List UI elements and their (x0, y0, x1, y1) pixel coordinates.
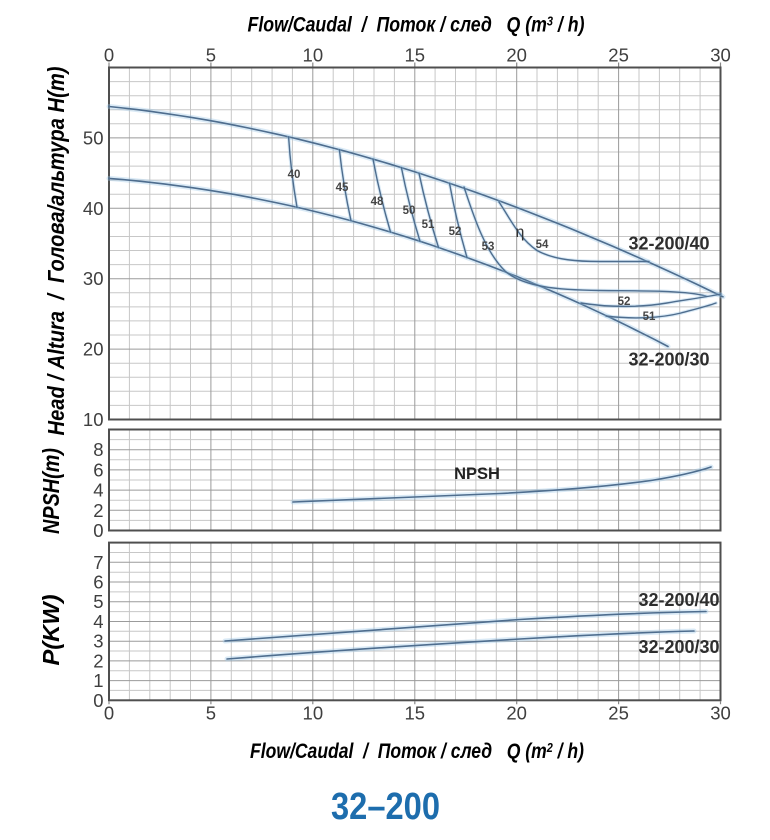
svg-text:25: 25 (608, 703, 629, 724)
svg-text:0: 0 (104, 703, 114, 724)
svg-text:2: 2 (93, 650, 103, 671)
svg-text:20: 20 (83, 339, 104, 360)
svg-text:52: 52 (618, 296, 631, 308)
svg-text:Flow/Caudal / Поток / след: Flow/Caudal / Поток / след Q (m3 / h) (248, 14, 585, 37)
svg-text:52: 52 (449, 226, 462, 238)
svg-text:10: 10 (303, 45, 324, 66)
svg-text:1: 1 (93, 670, 103, 691)
svg-text:7: 7 (93, 552, 103, 573)
svg-text:50: 50 (83, 127, 104, 148)
svg-text:30: 30 (83, 268, 104, 289)
svg-text:32-200/40: 32-200/40 (638, 590, 719, 610)
svg-text:51: 51 (643, 311, 656, 323)
svg-text:10: 10 (303, 703, 324, 724)
svg-text:4: 4 (93, 611, 103, 632)
svg-text:54: 54 (536, 239, 549, 251)
svg-text:6: 6 (93, 459, 103, 480)
svg-text:P(KW): P(KW) (38, 595, 64, 666)
svg-text:2: 2 (93, 500, 103, 521)
svg-text:10: 10 (83, 409, 104, 430)
svg-text:Flow/Caudal / Поток / след: Flow/Caudal / Поток / след Q (m2 / h) (250, 740, 584, 763)
svg-text:5: 5 (206, 703, 216, 724)
svg-text:25: 25 (608, 45, 629, 66)
svg-text:50: 50 (403, 205, 416, 217)
svg-text:32-200/30: 32-200/30 (638, 637, 719, 657)
svg-text:8: 8 (93, 439, 103, 460)
svg-text:30: 30 (710, 45, 731, 66)
svg-text:32-200/30: 32-200/30 (628, 349, 709, 369)
svg-text:6: 6 (93, 572, 103, 593)
svg-text:53: 53 (482, 241, 495, 253)
svg-text:32-200/40: 32-200/40 (628, 234, 709, 254)
svg-text:20: 20 (506, 45, 527, 66)
svg-text:3: 3 (93, 631, 103, 652)
svg-text:15: 15 (404, 703, 425, 724)
svg-text:NPSH: NPSH (454, 465, 500, 483)
svg-text:51: 51 (422, 219, 435, 231)
svg-text:15: 15 (404, 45, 425, 66)
svg-text:5: 5 (206, 45, 216, 66)
svg-text:0: 0 (93, 520, 103, 541)
svg-text:45: 45 (336, 182, 349, 194)
svg-text:Head / Altura / Голова/альту: Head / Altura / Голова/альтура H(m) (43, 67, 69, 436)
svg-text:20: 20 (506, 703, 527, 724)
svg-text:5: 5 (93, 591, 103, 612)
svg-text:0: 0 (104, 45, 114, 66)
svg-text:η: η (516, 224, 525, 241)
svg-text:32–200: 32–200 (331, 786, 440, 828)
svg-text:4: 4 (93, 480, 103, 501)
svg-text:40: 40 (288, 169, 301, 181)
svg-text:NPSH(m): NPSH(m) (38, 448, 64, 534)
svg-text:30: 30 (710, 703, 731, 724)
svg-text:48: 48 (371, 196, 384, 208)
svg-text:0: 0 (93, 690, 103, 711)
svg-text:40: 40 (83, 198, 104, 219)
